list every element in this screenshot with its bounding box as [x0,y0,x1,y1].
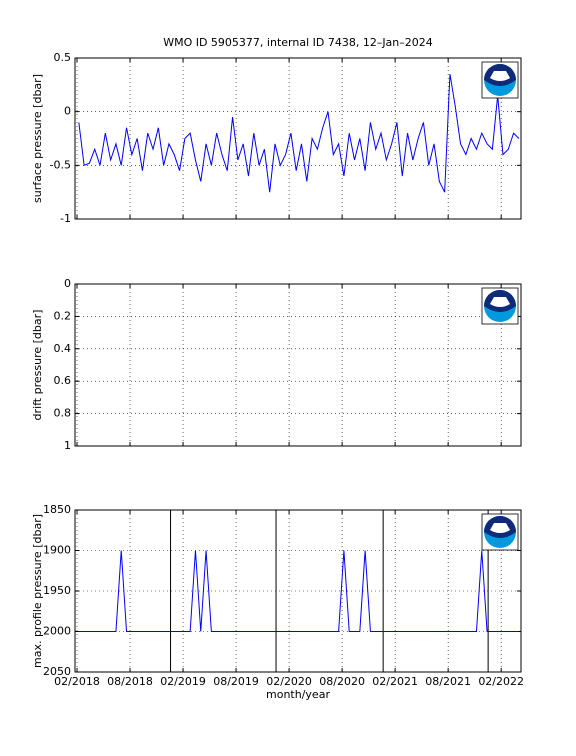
y-tick-label: 1900 [43,544,71,557]
plot-frame [74,283,522,447]
data-line [78,74,520,193]
y-tick-label: 0.4 [54,342,72,355]
y-axis-label: drift pressure [dbar] [31,310,44,421]
y-tick-label: 0 [64,105,71,118]
y-tick-label: -1 [60,212,71,225]
y-tick-label: -0.5 [50,158,71,171]
plot-area [75,58,521,219]
x-tick-label: 08/2020 [319,675,365,688]
y-tick-label: 2000 [43,625,71,638]
x-tick-label: 08/2019 [213,675,259,688]
x-tick-label: 02/2018 [54,675,100,688]
x-tick-label: 02/2020 [266,675,312,688]
y-tick-label: 0.5 [54,51,72,64]
y-tick-label: 2050 [43,665,71,678]
plot-area [75,510,521,672]
y-tick-label: 1950 [43,584,71,597]
x-tick-label: 08/2018 [107,675,153,688]
x-tick-label: 08/2021 [425,675,471,688]
logo-bird [490,297,510,307]
plot-area [75,284,521,446]
y-tick-label: 0.8 [54,407,72,420]
logo-bird [490,523,510,533]
logo-bird [490,71,510,81]
x-tick-label: 02/2021 [372,675,418,688]
x-axis-label: month/year [266,688,330,701]
x-tick-label: 02/2022 [478,675,524,688]
x-tick-label: 02/2019 [160,675,206,688]
y-tick-label: 0.6 [54,374,72,387]
y-tick-label: 0.2 [54,309,72,322]
plot-frame [74,509,522,673]
y-tick-label: 1850 [43,503,71,516]
y-tick-label: 1 [64,439,71,452]
y-axis-label: max. profile pressure [dbar] [31,514,44,668]
chart-title: WMO ID 5905377, internal ID 7438, 12–Jan… [163,36,433,49]
plot-frame [74,57,522,220]
y-tick-label: 0 [64,277,71,290]
y-axis-label: surface pressure [dbar] [31,74,44,203]
data-line [78,550,519,632]
